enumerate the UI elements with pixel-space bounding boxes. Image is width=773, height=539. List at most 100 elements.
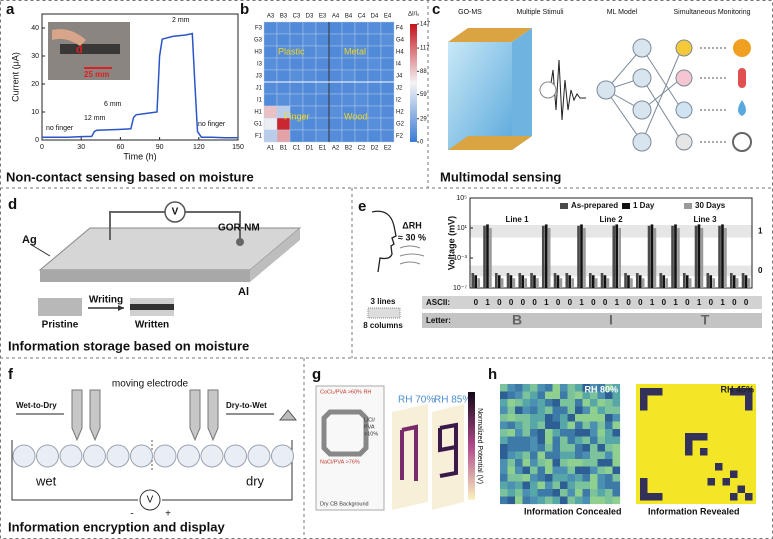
bar (577, 225, 580, 288)
y-tick-label: 40 (31, 25, 39, 32)
col-label: C3 (293, 14, 301, 20)
texture-cell (537, 421, 546, 430)
x-tick-label: 60 (117, 144, 125, 151)
texture-cell (500, 406, 508, 415)
texture-cell (560, 496, 568, 505)
row-label: F1 (255, 134, 263, 140)
bar (565, 273, 569, 288)
heat-cell (354, 129, 369, 143)
pixel (36, 444, 59, 468)
caption: Information encryption and display (8, 519, 225, 534)
colorbar-tick-label: 0 (420, 140, 424, 146)
line-label: Line 2 (599, 215, 623, 224)
texture-cell (590, 384, 598, 392)
texture-cell (567, 481, 576, 490)
texture-cell (507, 384, 516, 392)
texture-cell (575, 414, 583, 422)
heat-cell (302, 81, 317, 95)
texture-cell (500, 444, 508, 452)
bar (536, 278, 539, 288)
texture-cell (575, 444, 583, 452)
row-label: I1 (257, 98, 263, 104)
bit: 0 (744, 298, 749, 307)
texture-cell (500, 384, 508, 392)
x-tick-label: 30 (77, 144, 85, 151)
bar (706, 273, 710, 288)
texture-cell (500, 466, 508, 475)
heat-cell (289, 21, 304, 35)
texture-cell (515, 421, 523, 430)
texture-cell (552, 414, 561, 422)
heat-cell (276, 129, 291, 143)
texture-cell (590, 466, 598, 475)
texture-cell (597, 474, 606, 482)
region: dry (246, 473, 265, 488)
y-tick-label: 10¹ (457, 225, 468, 232)
texture-cell (537, 384, 546, 392)
bit: 0 (603, 298, 608, 307)
letter: B (512, 312, 522, 328)
texture-cell (545, 489, 553, 497)
pixel (224, 444, 247, 468)
texture-cell (500, 429, 508, 437)
face (371, 210, 397, 273)
bar (518, 273, 522, 288)
bar (591, 275, 595, 288)
heat-cell (367, 21, 382, 35)
heat-cell (328, 57, 343, 71)
heat-cell (328, 129, 343, 143)
texture-cell (507, 459, 516, 467)
revealed-cell (707, 478, 715, 486)
texture-cell (560, 451, 568, 460)
legend-label: 30 Days (695, 201, 726, 210)
revealed-cell (655, 493, 663, 501)
revealed-cell (737, 388, 745, 396)
heat-cell (263, 93, 278, 107)
bar (603, 275, 607, 288)
col-label: D4 (371, 14, 379, 20)
heat-cell (328, 21, 343, 35)
inset-finger (52, 29, 86, 46)
bit: 0 (521, 298, 526, 307)
texture-cell (597, 451, 606, 460)
texture-cell (545, 391, 553, 400)
texture-cell (605, 496, 613, 505)
texture-cell (552, 399, 561, 407)
texture-cell (522, 384, 531, 392)
texture-cell (590, 474, 598, 482)
bar (677, 228, 680, 288)
texture-cell (605, 391, 613, 400)
texture-cell (597, 391, 606, 400)
bar (547, 228, 551, 288)
texture-cell (522, 429, 531, 437)
heat-cell (276, 81, 291, 95)
meter-label: V (147, 495, 154, 506)
bit: 0 (709, 298, 714, 307)
heat-cell (302, 45, 317, 59)
bar (697, 224, 701, 288)
heat-cell (289, 33, 304, 47)
col-label: B1 (280, 146, 288, 152)
bar (662, 275, 666, 288)
pixel (106, 444, 130, 468)
texture-cell (515, 391, 523, 400)
texture-cell (537, 444, 546, 452)
texture-cell (537, 481, 546, 490)
bar (700, 228, 704, 288)
bar (521, 275, 525, 288)
bit: 0 (626, 298, 631, 307)
rh-label: RH 45% (720, 384, 754, 394)
row-label: H1 (254, 110, 262, 116)
texture-cell (567, 466, 576, 475)
row-label: I2 (396, 98, 402, 104)
texture-cell (612, 429, 621, 437)
pixel (200, 444, 224, 468)
bar (594, 278, 598, 288)
y-axis-label: Current (μA) (10, 52, 20, 102)
texture-cell (582, 466, 591, 475)
texture-cell (522, 436, 531, 445)
texture-cell (545, 429, 553, 437)
revealed-cell (640, 395, 648, 403)
storage-device (38, 201, 302, 282)
label-al: Al (238, 286, 249, 298)
